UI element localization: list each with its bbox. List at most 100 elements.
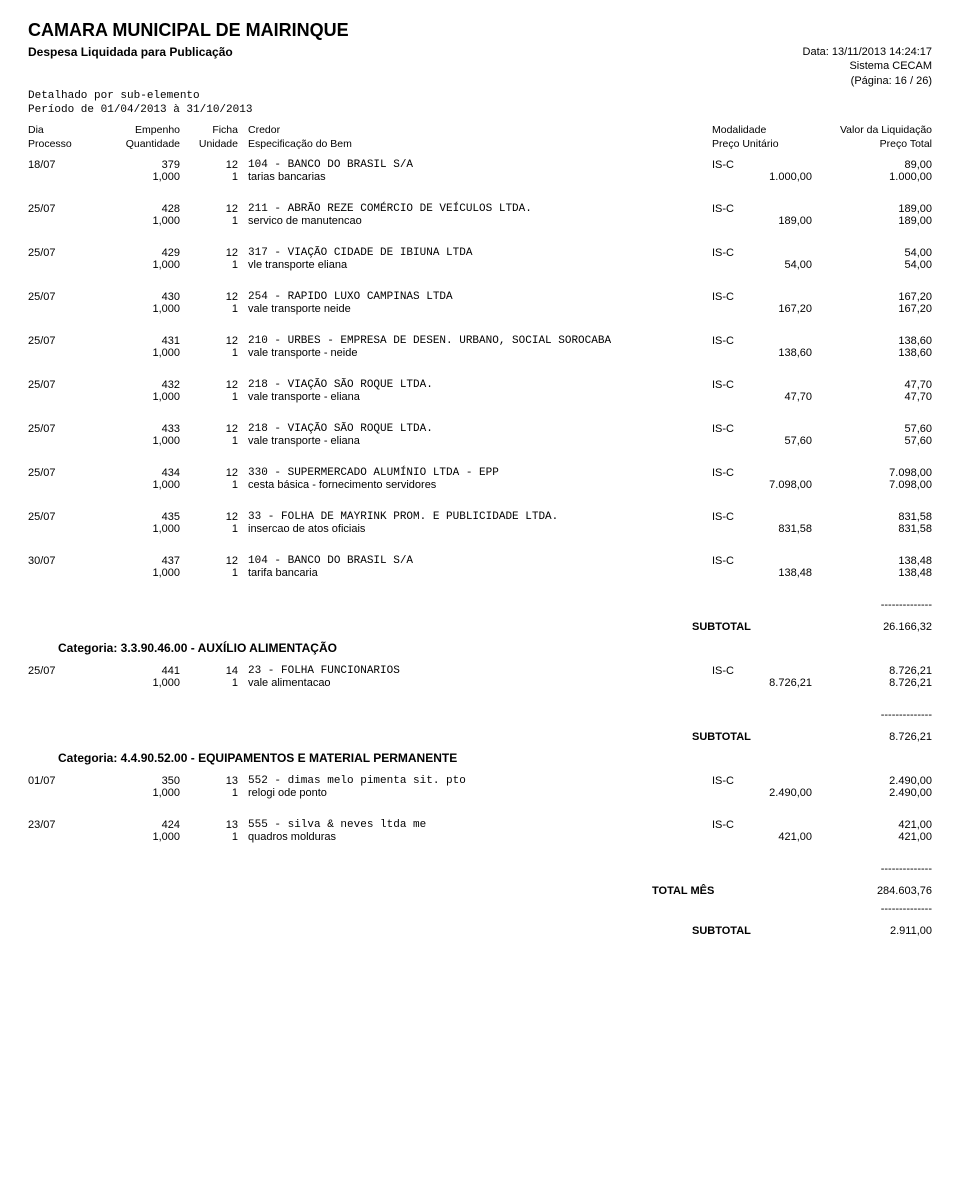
entry-espec: insercao de atos oficiais xyxy=(248,523,712,535)
entry-ficha: 12 xyxy=(188,511,248,523)
entry-valor: 47,70 xyxy=(812,379,932,391)
entry-qtd: 1,000 xyxy=(98,787,188,799)
entry-empenho: 434 xyxy=(98,467,188,479)
entry-qtd: 1,000 xyxy=(98,391,188,403)
hdr-modalidade: Modalidade xyxy=(712,124,812,138)
entry-preco-unit: 167,20 xyxy=(712,303,812,315)
entry-unidade: 1 xyxy=(188,831,248,843)
subtotal-label: SUBTOTAL xyxy=(692,731,751,743)
entry-credor: 211 - ABRÃO REZE COMÉRCIO DE VEÍCULOS LT… xyxy=(248,203,712,215)
subtotal-value: 26.166,32 xyxy=(883,621,932,633)
entry-credor: 104 - BANCO DO BRASIL S/A xyxy=(248,159,712,171)
entry-preco-unit: 421,00 xyxy=(712,831,812,843)
entry-valor: 89,00 xyxy=(812,159,932,171)
ledger-entry: 25/074351233 - FOLHA DE MAYRINK PROM. E … xyxy=(28,511,932,535)
entry-dia: 18/07 xyxy=(28,159,98,171)
subtotal-label: SUBTOTAL xyxy=(692,925,751,937)
entry-espec: tarias bancarias xyxy=(248,171,712,183)
ledger-entry: 25/0743012254 - RAPIDO LUXO CAMPINAS LTD… xyxy=(28,291,932,315)
ledger-entry: 25/0743112210 - URBES - EMPRESA DE DESEN… xyxy=(28,335,932,359)
entry-modalidade: IS-C xyxy=(712,555,812,567)
entry-credor: 218 - VIAÇÃO SÃO ROQUE LTDA. xyxy=(248,423,712,435)
header-detail-1: Detalhado por sub-elemento xyxy=(28,90,932,102)
entry-valor: 831,58 xyxy=(812,511,932,523)
entry-preco-total: 8.726,21 xyxy=(812,677,932,689)
entry-unidade: 1 xyxy=(188,523,248,535)
entry-credor: 33 - FOLHA DE MAYRINK PROM. E PUBLICIDAD… xyxy=(248,511,712,523)
report-title: Despesa Liquidada para Publicação xyxy=(28,45,233,59)
ledger-entry: 18/0737912104 - BANCO DO BRASIL S/AIS-C8… xyxy=(28,159,932,183)
subtotal-label: SUBTOTAL xyxy=(692,621,751,633)
entry-dia: 25/07 xyxy=(28,335,98,347)
entry-dia: 25/07 xyxy=(28,379,98,391)
entry-qtd: 1,000 xyxy=(98,523,188,535)
categoria-auxilio: Categoria: 3.3.90.46.00 - AUXÍLIO ALIMEN… xyxy=(58,641,932,655)
subtotal-dashes: -------------- xyxy=(28,709,932,721)
entry-modalidade: IS-C xyxy=(712,291,812,303)
entry-ficha: 12 xyxy=(188,159,248,171)
entry-preco-total: 167,20 xyxy=(812,303,932,315)
entry-ficha: 12 xyxy=(188,555,248,567)
entry-ficha: 12 xyxy=(188,467,248,479)
entry-espec: vale transporte - eliana xyxy=(248,435,712,447)
entry-ficha: 12 xyxy=(188,291,248,303)
entry-espec: cesta básica - fornecimento servidores xyxy=(248,479,712,491)
hdr-ficha: Ficha xyxy=(188,124,238,138)
entry-qtd: 1,000 xyxy=(98,435,188,447)
entry-preco-total: 138,48 xyxy=(812,567,932,579)
entry-valor: 189,00 xyxy=(812,203,932,215)
entry-dia: 25/07 xyxy=(28,423,98,435)
entry-valor: 57,60 xyxy=(812,423,932,435)
header-date: Data: 13/11/2013 14:24:17 xyxy=(803,45,932,59)
entry-credor: 317 - VIAÇÃO CIDADE DE IBIUNA LTDA xyxy=(248,247,712,259)
entry-unidade: 1 xyxy=(188,787,248,799)
hdr-espec: Especificação do Bem xyxy=(248,138,712,152)
entry-espec: vale transporte - neide xyxy=(248,347,712,359)
entry-empenho: 424 xyxy=(98,819,188,831)
entry-modalidade: IS-C xyxy=(712,775,812,787)
entry-espec: servico de manutencao xyxy=(248,215,712,227)
entry-modalidade: IS-C xyxy=(712,665,812,677)
entry-empenho: 350 xyxy=(98,775,188,787)
hdr-unidade: Unidade xyxy=(188,138,238,152)
entry-preco-total: 47,70 xyxy=(812,391,932,403)
ledger-entry: 23/0742413555 - silva & neves ltda meIS-… xyxy=(28,819,932,843)
entry-empenho: 430 xyxy=(98,291,188,303)
entry-espec: vale transporte neide xyxy=(248,303,712,315)
ledger-entry: 25/0742812211 - ABRÃO REZE COMÉRCIO DE V… xyxy=(28,203,932,227)
ledger-entry: 25/0743212218 - VIAÇÃO SÃO ROQUE LTDA.IS… xyxy=(28,379,932,403)
subtotal-dashes: -------------- xyxy=(28,599,932,611)
entry-empenho: 432 xyxy=(98,379,188,391)
entry-ficha: 12 xyxy=(188,423,248,435)
entry-valor: 54,00 xyxy=(812,247,932,259)
entry-qtd: 1,000 xyxy=(98,259,188,271)
entry-preco-unit: 189,00 xyxy=(712,215,812,227)
entry-modalidade: IS-C xyxy=(712,203,812,215)
entry-espec: vale transporte - eliana xyxy=(248,391,712,403)
header-detail-2: Período de 01/04/2013 à 31/10/2013 xyxy=(28,104,932,116)
entry-ficha: 13 xyxy=(188,775,248,787)
entry-modalidade: IS-C xyxy=(712,247,812,259)
hdr-dia: Dia xyxy=(28,124,98,138)
entry-qtd: 1,000 xyxy=(98,347,188,359)
entry-preco-unit: 47,70 xyxy=(712,391,812,403)
entry-dia: 25/07 xyxy=(28,247,98,259)
entry-qtd: 1,000 xyxy=(98,215,188,227)
entry-empenho: 435 xyxy=(98,511,188,523)
entry-preco-unit: 7.098,00 xyxy=(712,479,812,491)
entry-dia: 25/07 xyxy=(28,665,98,677)
entry-preco-unit: 138,60 xyxy=(712,347,812,359)
entry-credor: 555 - silva & neves ltda me xyxy=(248,819,712,831)
ledger-entry: 25/074411423 - FOLHA FUNCIONARIOSIS-C8.7… xyxy=(28,665,932,689)
totalmes-label: TOTAL MÊS xyxy=(652,885,714,897)
entry-preco-total: 138,60 xyxy=(812,347,932,359)
entry-modalidade: IS-C xyxy=(712,467,812,479)
entry-valor: 2.490,00 xyxy=(812,775,932,787)
entry-qtd: 1,000 xyxy=(98,567,188,579)
subtotal-value: 8.726,21 xyxy=(889,731,932,743)
entry-valor: 7.098,00 xyxy=(812,467,932,479)
entry-preco-unit: 831,58 xyxy=(712,523,812,535)
entry-espec: tarifa bancaria xyxy=(248,567,712,579)
entry-credor: 254 - RAPIDO LUXO CAMPINAS LTDA xyxy=(248,291,712,303)
entry-unidade: 1 xyxy=(188,303,248,315)
